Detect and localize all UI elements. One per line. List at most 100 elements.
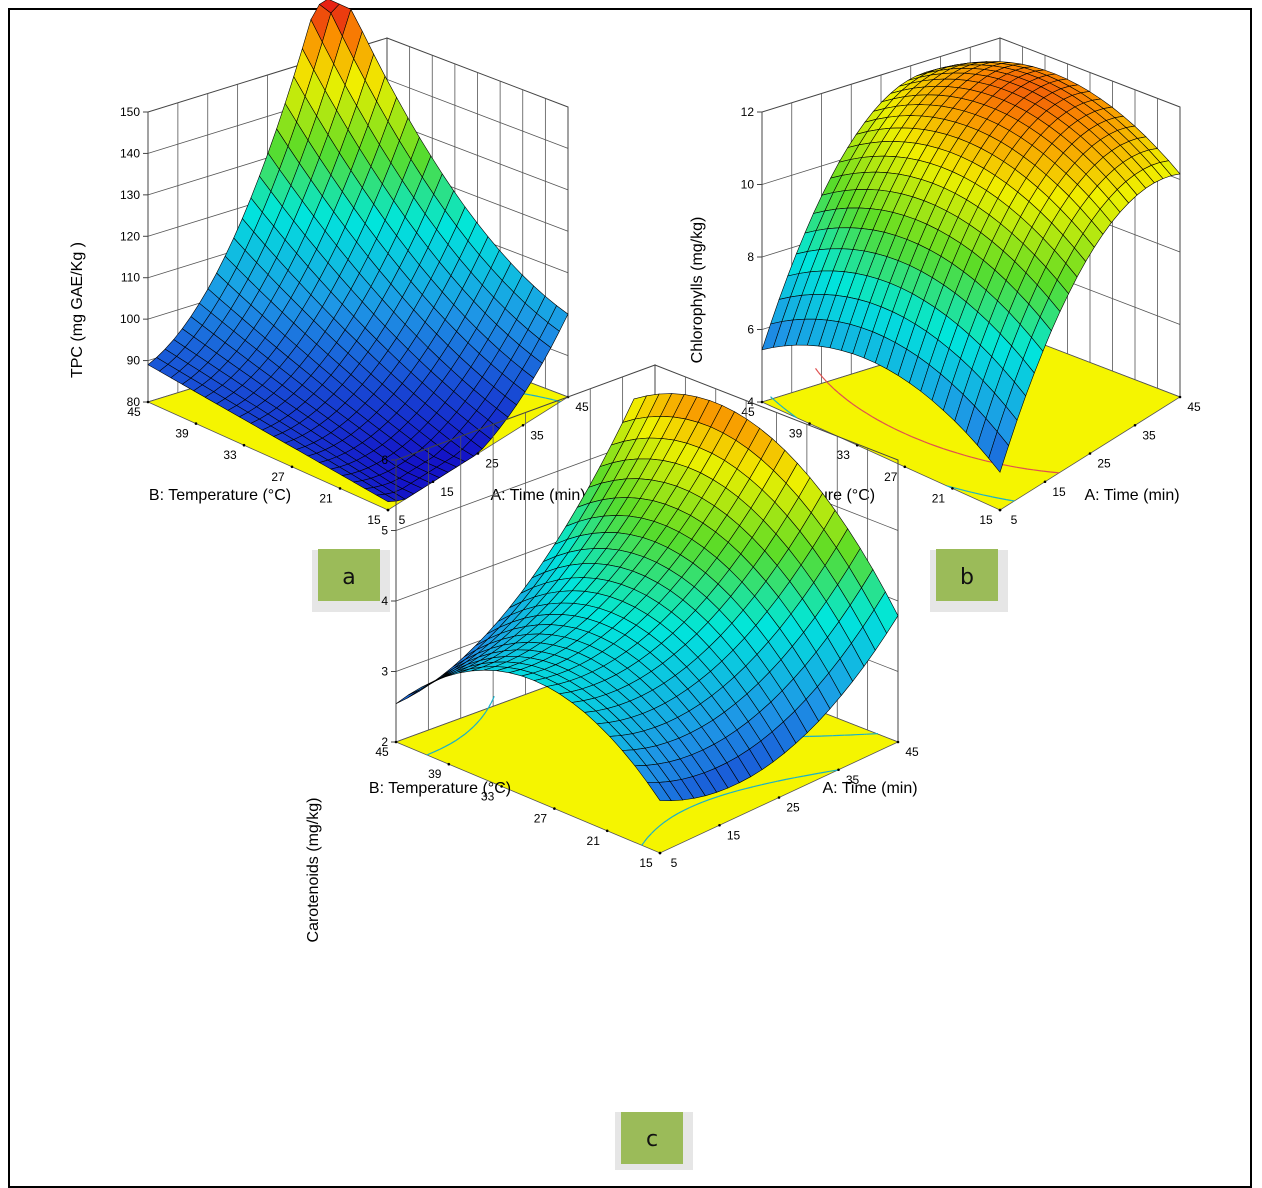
z-tick-label: 8 (747, 250, 754, 264)
floor-contour-segment (1028, 469, 1034, 470)
x-axis-label-c: A: Time (min) (822, 780, 917, 797)
x-tick-mark (1179, 396, 1182, 399)
y-tick-mark (951, 487, 954, 490)
z-tick-label: 100 (120, 312, 140, 326)
y-tick-label: 27 (534, 812, 548, 826)
floor-contour-segment (716, 797, 718, 798)
y-tick-mark (904, 466, 907, 469)
surface-cell (396, 690, 420, 704)
z-tick-label: 4 (381, 594, 388, 608)
x-tick-label: 5 (1011, 513, 1018, 527)
z-tick-label: 90 (127, 354, 141, 368)
floor-contour-segment (491, 703, 492, 704)
x-tick-mark (522, 424, 525, 427)
x-tick-mark (1134, 424, 1137, 427)
z-tick-label: 6 (381, 453, 388, 467)
y-tick-mark (808, 422, 811, 425)
floor-contour-segment (991, 497, 993, 498)
floor-contour-segment (818, 773, 821, 774)
z-tick-label: 120 (120, 229, 140, 243)
y-tick-mark (243, 444, 246, 447)
x-tick-mark (1044, 480, 1047, 483)
x-tick-mark (718, 824, 721, 827)
z-tick-label: 12 (741, 105, 755, 119)
x-tick-mark (432, 480, 435, 483)
floor-contour-segment (964, 455, 966, 456)
y-tick-label: 15 (979, 513, 993, 527)
x-tick-mark (477, 452, 480, 455)
floor-contour-segment (795, 777, 798, 778)
x-tick-label: 25 (786, 801, 800, 815)
y-tick-label: 27 (271, 470, 285, 484)
y-tick-mark (761, 401, 764, 404)
y-tick-label: 33 (837, 448, 851, 462)
y-tick-label: 45 (375, 745, 389, 759)
x-tick-label: 45 (575, 400, 589, 414)
y-tick-label: 45 (127, 405, 141, 419)
floor-contour-segment (1050, 472, 1057, 473)
floor-contour-segment (750, 787, 753, 788)
z-tick-label: 130 (120, 188, 140, 202)
y-tick-label: 15 (367, 513, 381, 527)
y-tick-label: 27 (884, 470, 898, 484)
panel-tag-label-a: a (342, 565, 355, 590)
x-tick-label: 35 (530, 428, 544, 442)
y-tick-mark (147, 401, 150, 404)
x-axis-label-a: A: Time (min) (490, 487, 585, 504)
x-tick-mark (387, 509, 390, 512)
x-tick-mark (837, 768, 840, 771)
y-tick-mark (606, 830, 609, 833)
x-tick-label: 5 (399, 513, 406, 527)
y-tick-label: 15 (639, 856, 653, 870)
z-tick-label: 5 (381, 524, 388, 538)
y-tick-mark (195, 422, 198, 425)
floor-contour-segment (819, 373, 821, 375)
y-tick-mark (448, 763, 451, 766)
y-tick-label: 21 (587, 834, 601, 848)
x-tick-label: 45 (905, 745, 919, 759)
z-tick-label: 6 (747, 323, 754, 337)
x-tick-label: 45 (1187, 400, 1201, 414)
x-tick-label: 25 (485, 457, 499, 471)
y-axis-label-c: B: Temperature (°C) (369, 780, 511, 797)
y-tick-mark (395, 741, 398, 744)
y-tick-label: 39 (789, 427, 803, 441)
x-tick-label: 5 (671, 856, 678, 870)
y-tick-label: 39 (175, 427, 189, 441)
x-tick-mark (659, 852, 662, 855)
floor-contour-segment (822, 377, 826, 381)
y-tick-label: 21 (319, 491, 333, 505)
x-tick-label: 15 (1052, 485, 1066, 499)
z-axis-label-b: Chlorophylls (mg/kg) (689, 217, 706, 364)
x-tick-label: 25 (1097, 457, 1111, 471)
floor-contour-segment (1011, 501, 1014, 502)
y-tick-mark (553, 807, 556, 810)
z-axis-label-a: TPC (mg GAE/Kg ) (69, 242, 86, 378)
x-axis-label-b: A: Time (min) (1084, 487, 1179, 504)
floor-contour-segment (821, 375, 823, 377)
x-tick-label: 35 (1142, 428, 1156, 442)
z-tick-label: 140 (120, 146, 140, 160)
z-axis-label-c: Carotenoids (mg/kg) (305, 798, 322, 943)
z-tick-label: 110 (121, 271, 140, 285)
surface-chart-a: 8090100110120130140150152127333945515253… (69, 0, 589, 612)
floor-contour-segment (867, 734, 878, 735)
y-tick-label: 33 (223, 448, 237, 462)
y-axis-label-a: B: Temperature (°C) (149, 487, 291, 504)
x-tick-label: 15 (727, 828, 741, 842)
y-tick-label: 21 (932, 491, 946, 505)
z-tick-label: 150 (120, 105, 140, 119)
floor-contour-segment (775, 781, 778, 782)
y-tick-mark (339, 487, 342, 490)
floor-contour-segment (852, 404, 853, 405)
floor-contour-segment (493, 696, 494, 698)
panel-tag-label-c: c (646, 1127, 658, 1152)
x-tick-mark (897, 741, 900, 744)
y-tick-mark (291, 466, 294, 469)
floor-contour-segment (1025, 469, 1028, 470)
x-tick-mark (778, 796, 781, 799)
z-tick-label: 10 (741, 178, 755, 192)
panel-tag-label-b: b (960, 565, 974, 590)
x-tick-mark (1089, 452, 1092, 455)
